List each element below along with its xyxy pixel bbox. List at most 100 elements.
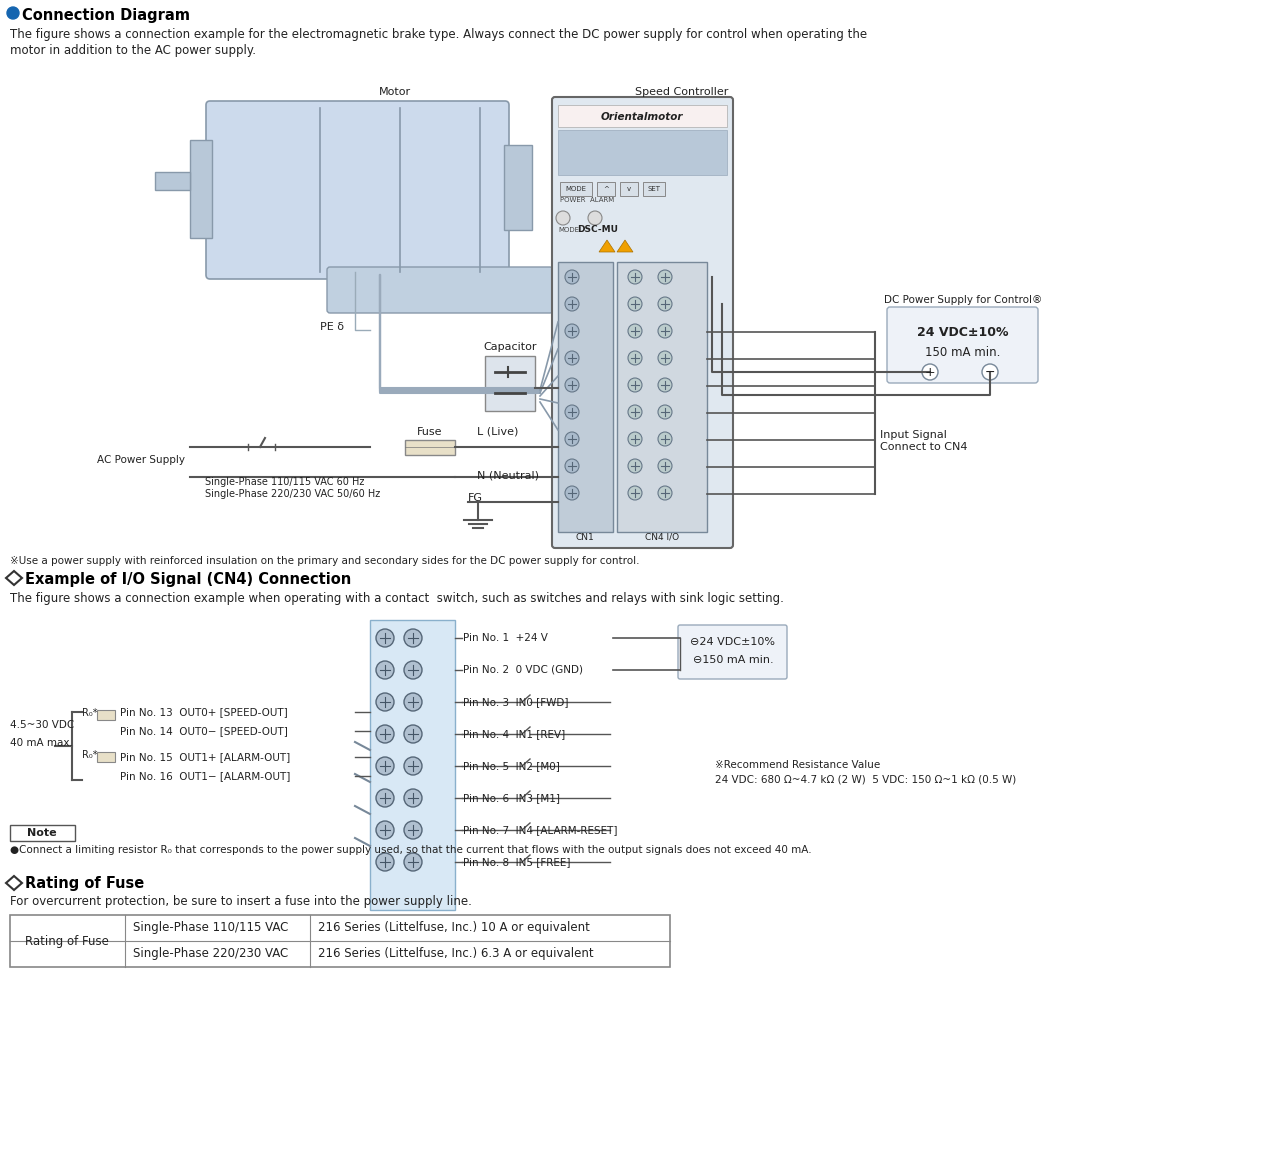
Text: Connection Diagram: Connection Diagram: [22, 8, 189, 23]
Text: Pin No. 3  IN0 [FWD]: Pin No. 3 IN0 [FWD]: [463, 697, 568, 707]
Bar: [404, 440, 454, 455]
Circle shape: [658, 351, 672, 365]
Circle shape: [376, 821, 394, 839]
Text: 216 Series (Littelfuse, Inc.) 6.3 A or equivalent: 216 Series (Littelfuse, Inc.) 6.3 A or e…: [317, 948, 594, 961]
Text: POWER  ALARM: POWER ALARM: [561, 197, 614, 204]
Text: Single-Phase 220/230 VAC: Single-Phase 220/230 VAC: [133, 948, 288, 961]
Circle shape: [658, 324, 672, 338]
Text: Speed Controller: Speed Controller: [635, 87, 728, 97]
Text: ⊖150 mA min.: ⊖150 mA min.: [692, 655, 773, 665]
Circle shape: [404, 725, 422, 743]
Text: 150 mA min.: 150 mA min.: [925, 345, 1001, 358]
Circle shape: [658, 297, 672, 311]
Bar: [643, 181, 666, 197]
Circle shape: [376, 629, 394, 647]
Circle shape: [658, 378, 672, 392]
Text: DSC-MU: DSC-MU: [577, 224, 618, 234]
FancyBboxPatch shape: [552, 97, 733, 548]
Circle shape: [658, 459, 672, 473]
Bar: [596, 181, 614, 197]
Text: ●Connect a limiting resistor R₀ that corresponds to the power supply used, so th: ●Connect a limiting resistor R₀ that cor…: [10, 846, 812, 855]
Text: Single-Phase 110/115 VAC 60 Hz
Single-Phase 220/230 VAC 50/60 Hz: Single-Phase 110/115 VAC 60 Hz Single-Ph…: [205, 477, 380, 499]
Text: Capacitor: Capacitor: [484, 342, 536, 352]
Text: Pin No. 16  OUT1− [ALARM-OUT]: Pin No. 16 OUT1− [ALARM-OUT]: [120, 771, 291, 782]
Text: 40 mA max.: 40 mA max.: [10, 739, 73, 748]
Circle shape: [628, 351, 643, 365]
Text: DC Power Supply for Control®: DC Power Supply for Control®: [884, 295, 1042, 305]
Bar: [504, 145, 532, 230]
Text: Single-Phase 110/115 VAC: Single-Phase 110/115 VAC: [133, 921, 288, 935]
Text: The figure shows a connection example when operating with a contact  switch, suc: The figure shows a connection example wh…: [10, 592, 783, 605]
Text: MODE: MODE: [566, 186, 586, 192]
Circle shape: [628, 431, 643, 445]
Circle shape: [564, 405, 579, 419]
Bar: [558, 130, 727, 174]
Text: v: v: [627, 186, 631, 192]
FancyBboxPatch shape: [326, 267, 553, 313]
Text: ※Recommend Resistance Value: ※Recommend Resistance Value: [716, 759, 881, 770]
Polygon shape: [599, 240, 614, 252]
Circle shape: [628, 405, 643, 419]
Bar: [10, 825, 76, 841]
Bar: [97, 709, 115, 720]
Circle shape: [564, 324, 579, 338]
Text: Rating of Fuse: Rating of Fuse: [26, 876, 145, 891]
Text: Pin No. 15  OUT1+ [ALARM-OUT]: Pin No. 15 OUT1+ [ALARM-OUT]: [120, 752, 291, 762]
Circle shape: [628, 324, 643, 338]
Text: Note: Note: [27, 828, 56, 839]
Text: Fuse: Fuse: [417, 427, 443, 437]
FancyBboxPatch shape: [206, 101, 509, 279]
Text: R₀*: R₀*: [82, 750, 97, 759]
Bar: [620, 181, 637, 197]
Text: Pin No. 1  +24 V: Pin No. 1 +24 V: [463, 633, 548, 643]
Circle shape: [658, 486, 672, 500]
Text: Pin No. 5  IN2 [M0]: Pin No. 5 IN2 [M0]: [463, 761, 559, 771]
Text: 4.5~30 VDC: 4.5~30 VDC: [10, 720, 74, 730]
Text: ※Use a power supply with reinforced insulation on the primary and secondary side: ※Use a power supply with reinforced insu…: [10, 556, 640, 566]
Text: ⊖24 VDC±10%: ⊖24 VDC±10%: [690, 637, 776, 647]
Circle shape: [628, 270, 643, 284]
Circle shape: [376, 852, 394, 871]
Text: Input Signal
Connect to CN4: Input Signal Connect to CN4: [881, 430, 968, 451]
Text: CN1: CN1: [576, 533, 594, 542]
Circle shape: [404, 852, 422, 871]
Text: 24 VDC: 680 Ω~4.7 kΩ (2 W)  5 VDC: 150 Ω~1 kΩ (0.5 W): 24 VDC: 680 Ω~4.7 kΩ (2 W) 5 VDC: 150 Ω~…: [716, 775, 1016, 785]
FancyBboxPatch shape: [887, 307, 1038, 383]
Text: N (Neutral): N (Neutral): [477, 470, 539, 480]
Circle shape: [404, 821, 422, 839]
Circle shape: [628, 486, 643, 500]
Bar: [189, 140, 212, 238]
Circle shape: [658, 431, 672, 445]
Circle shape: [922, 364, 938, 380]
Text: MODEL: MODEL: [558, 227, 582, 233]
Circle shape: [564, 486, 579, 500]
Circle shape: [564, 270, 579, 284]
Bar: [370, 620, 454, 909]
Circle shape: [564, 459, 579, 473]
Text: ^: ^: [603, 186, 609, 192]
Circle shape: [628, 459, 643, 473]
Text: CN4 I/O: CN4 I/O: [645, 533, 680, 542]
Text: Pin No. 4  IN1 [REV]: Pin No. 4 IN1 [REV]: [463, 729, 566, 739]
Text: Orientalmotor: Orientalmotor: [600, 112, 684, 122]
Text: Pin No. 6  IN3 [M1]: Pin No. 6 IN3 [M1]: [463, 793, 561, 802]
Circle shape: [6, 7, 19, 19]
Circle shape: [588, 211, 602, 224]
Bar: [10, 915, 669, 966]
Circle shape: [556, 211, 570, 224]
Circle shape: [376, 757, 394, 775]
Circle shape: [564, 378, 579, 392]
Bar: [617, 262, 707, 531]
Text: 24 VDC±10%: 24 VDC±10%: [918, 326, 1009, 338]
Text: Rating of Fuse: Rating of Fuse: [26, 935, 109, 948]
Circle shape: [404, 789, 422, 807]
Text: Pin No. 14  OUT0− [SPEED-OUT]: Pin No. 14 OUT0− [SPEED-OUT]: [120, 726, 288, 736]
Circle shape: [376, 693, 394, 711]
Text: L (Live): L (Live): [477, 427, 518, 437]
Circle shape: [658, 405, 672, 419]
Circle shape: [658, 270, 672, 284]
Text: Example of I/O Signal (CN4) Connection: Example of I/O Signal (CN4) Connection: [26, 572, 351, 587]
Text: The figure shows a connection example for the electromagnetic brake type. Always: The figure shows a connection example fo…: [10, 28, 867, 41]
Bar: [485, 356, 535, 411]
Text: SET: SET: [648, 186, 660, 192]
